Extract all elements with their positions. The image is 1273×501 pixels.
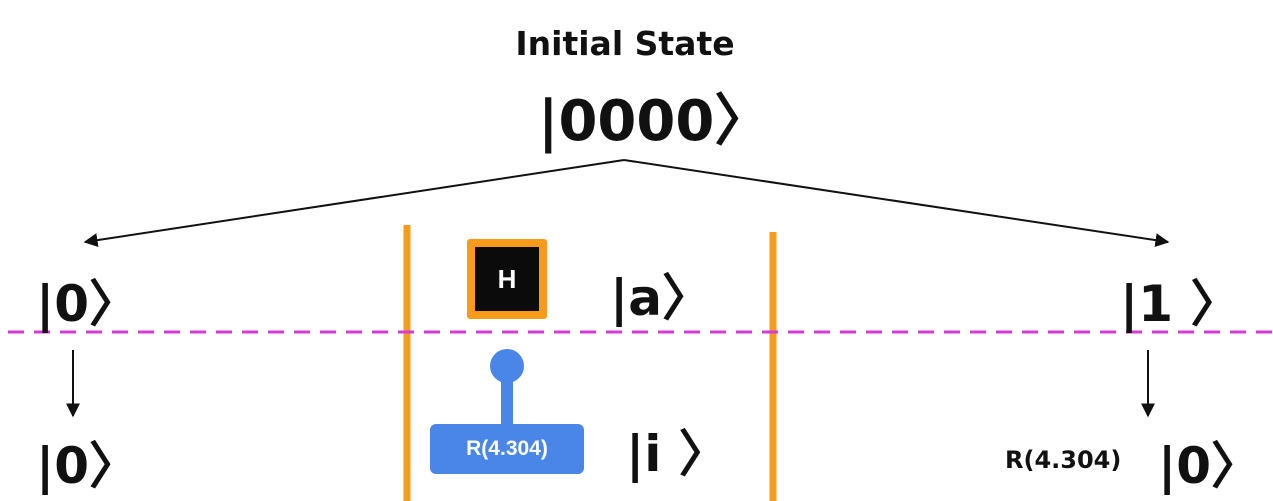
initial-state-title: Initial State: [515, 24, 735, 63]
left-top-ket: |0〉: [36, 275, 140, 333]
hadamard-gate: H: [467, 239, 547, 319]
control-line: [501, 370, 513, 426]
middle-bottom-ket: |i 〉: [626, 425, 729, 483]
arrow-to-left: [83, 159, 625, 248]
right-rotation-label: R(4.304): [1005, 446, 1122, 474]
left-bottom-ket: |0〉: [36, 437, 140, 495]
rotation-gate: R(4.304): [430, 424, 584, 474]
arrow-to-right: [623, 159, 1170, 248]
control-dot: [490, 349, 524, 383]
hadamard-gate-label: H: [475, 247, 539, 311]
right-bottom-ket: |0〉: [1158, 437, 1262, 495]
middle-top-ket: |a〉: [610, 269, 713, 327]
right-top-ket: |1 〉: [1120, 275, 1241, 333]
initial-state-ket: |0000〉: [538, 89, 771, 154]
